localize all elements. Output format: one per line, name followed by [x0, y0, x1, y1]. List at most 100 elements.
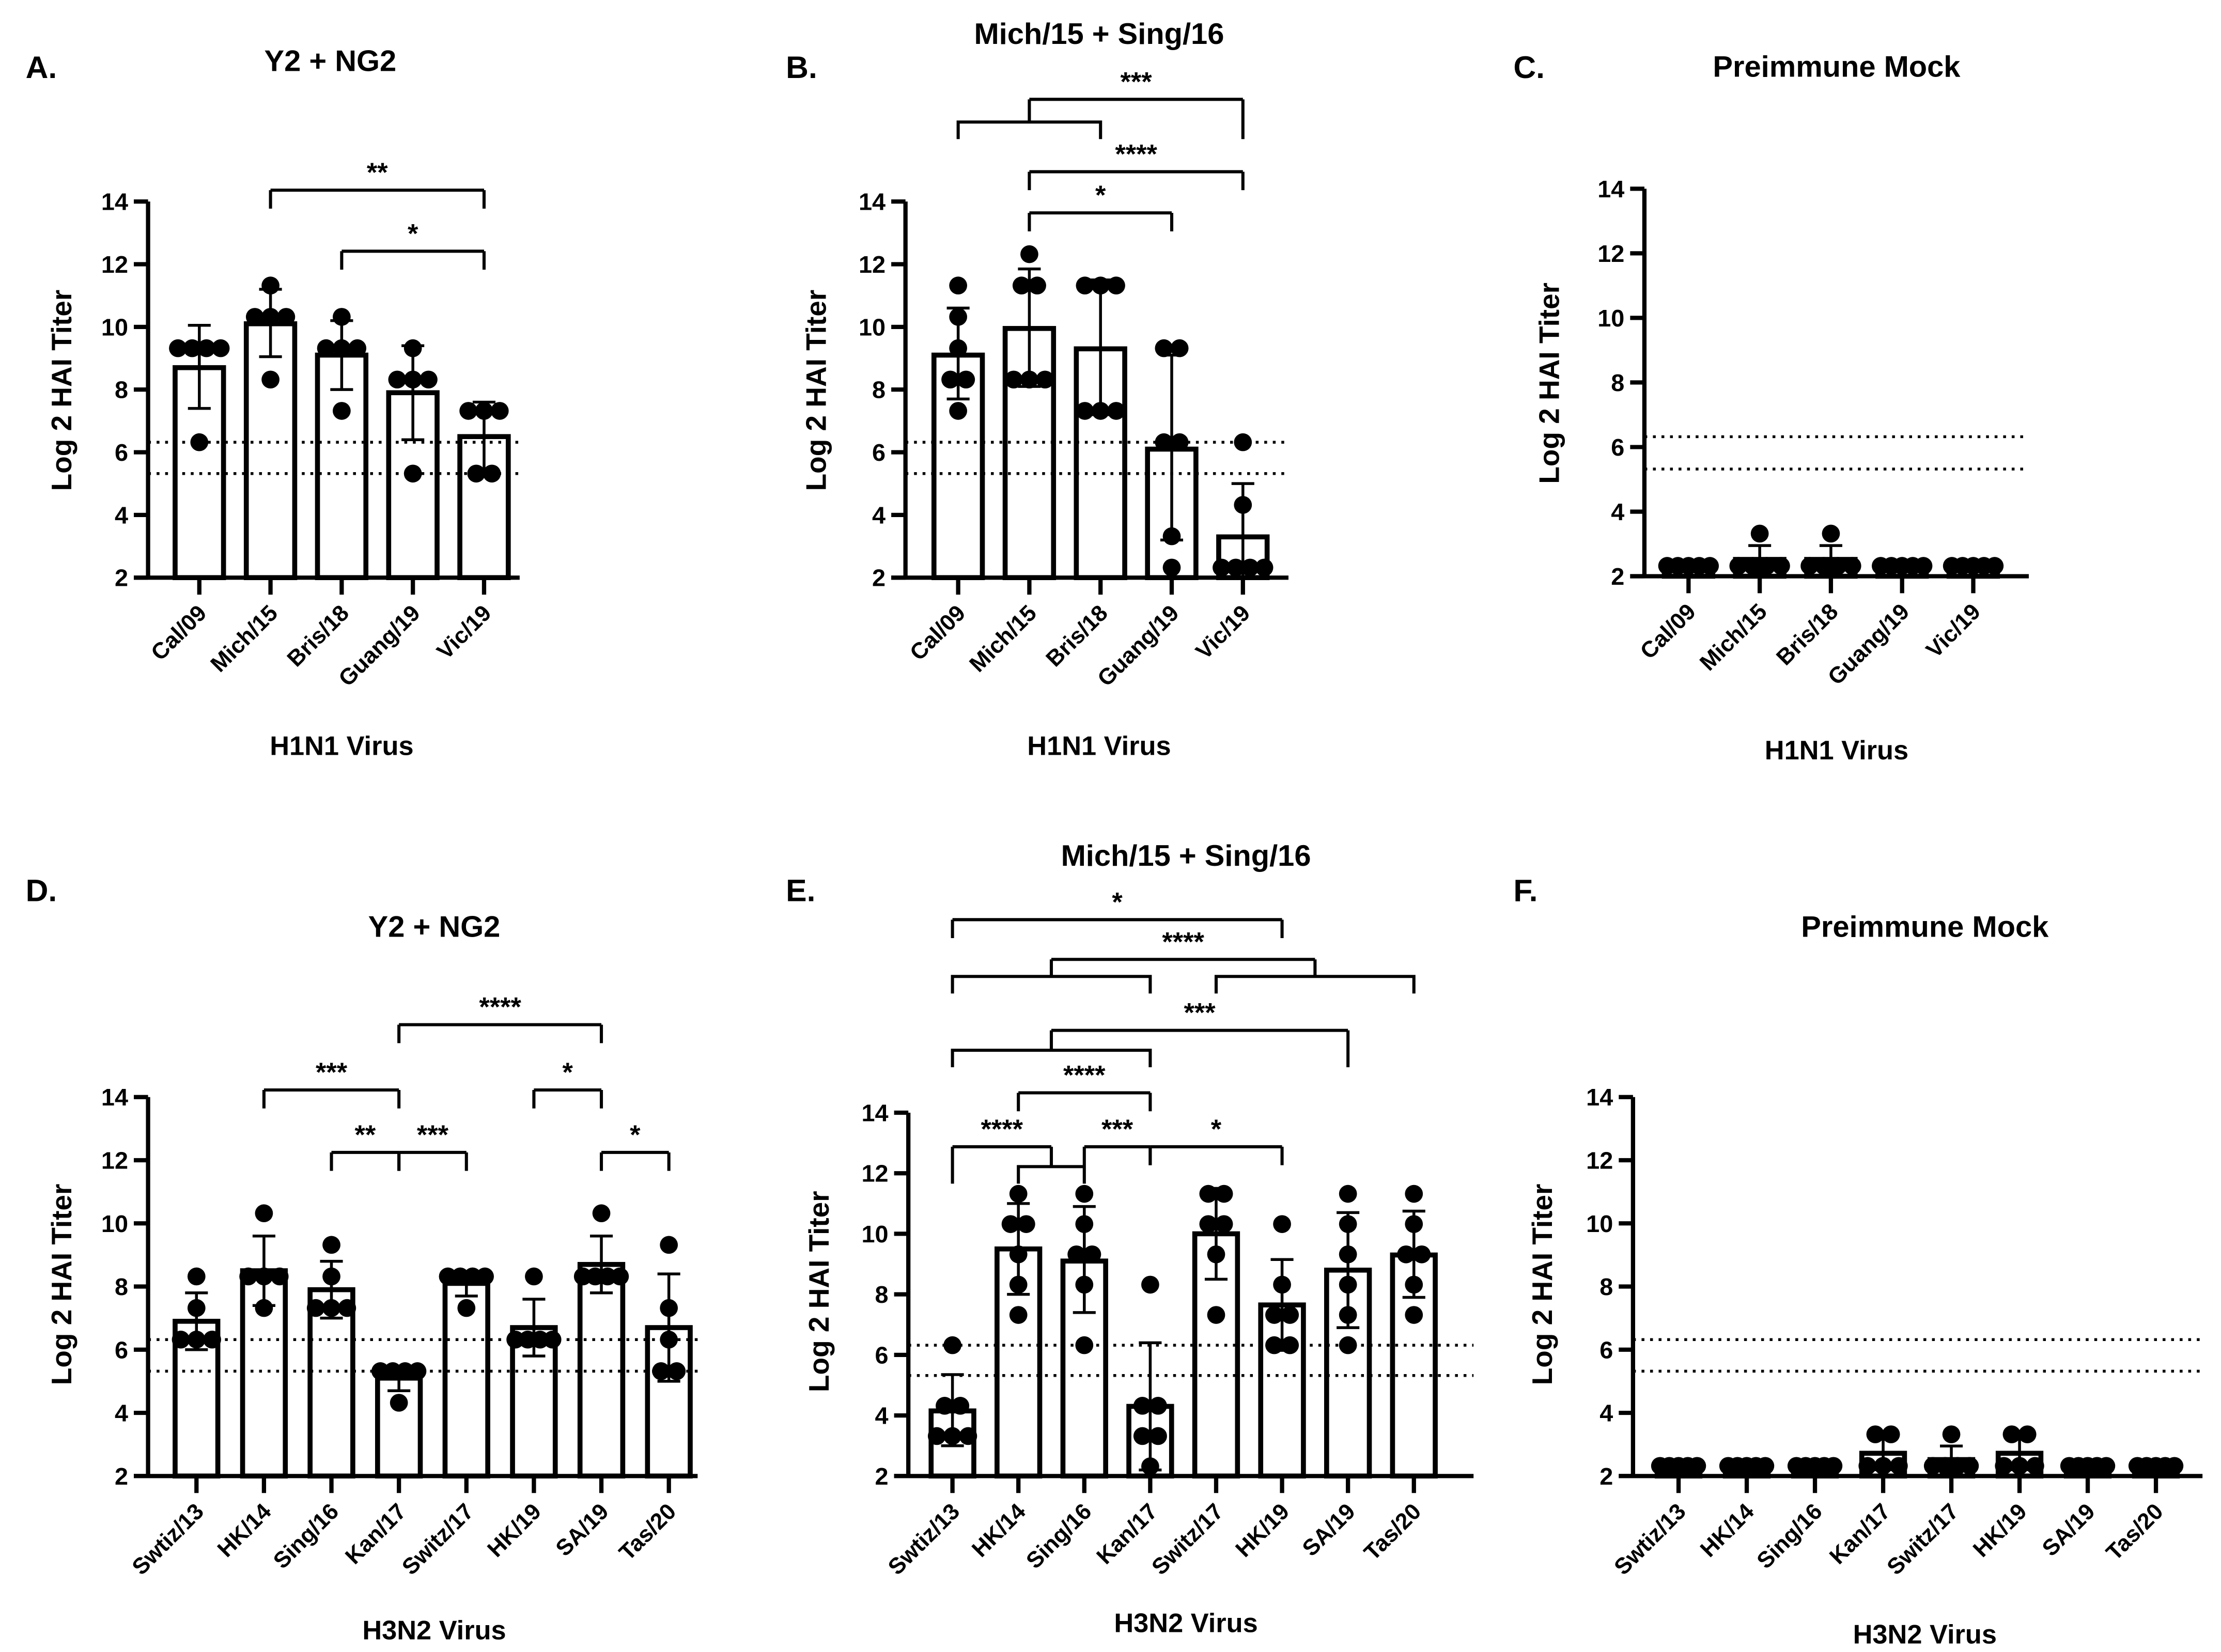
y-tick-label: 8: [875, 1281, 889, 1308]
panel-title: Mich/15 + Sing/16: [1061, 839, 1311, 872]
y-tick-label: 4: [872, 502, 886, 528]
panel-title: Y2 + NG2: [265, 44, 397, 77]
significance-bracket: ***: [951, 998, 1350, 1068]
category-label: SA/19: [2037, 1499, 2100, 1561]
data-point: [1412, 1245, 1431, 1264]
data-point: [333, 402, 351, 420]
y-tick-label: 2: [1599, 1463, 1613, 1490]
data-point: [1234, 496, 1252, 514]
panel-e: E. Mich/15 + Sing/16 Log 2 HAI Titer H3N2 V…: [786, 839, 1474, 1639]
data-point: [660, 1299, 678, 1317]
data-point: [1107, 402, 1125, 420]
panel-letter: D.: [26, 873, 57, 908]
data-point: [2097, 1457, 2116, 1475]
data-point: [611, 1267, 629, 1286]
data-point: [1866, 1425, 1885, 1443]
category-label: Switz/17: [397, 1499, 479, 1580]
y-tick-label: 2: [872, 565, 886, 591]
data-point: [1234, 433, 1252, 451]
y-tick-label: 4: [1599, 1400, 1613, 1427]
panel-title: Preimmune Mock: [1713, 50, 1961, 83]
data-point: [190, 433, 209, 451]
data-point: [390, 1394, 408, 1412]
data-point: [211, 339, 230, 357]
data-point: [927, 1427, 946, 1445]
data-point: [1213, 558, 1231, 577]
data-point: [1339, 1245, 1357, 1264]
data-point: [1199, 1215, 1218, 1233]
y-tick-label: 4: [115, 502, 128, 528]
data-point: [1036, 370, 1054, 389]
data-point: [261, 370, 279, 389]
category-label: HK/14: [967, 1499, 1031, 1562]
y-tick-label: 4: [875, 1402, 889, 1429]
category-label: Bris/18: [282, 600, 354, 672]
data-point: [420, 370, 438, 389]
data-point: [506, 1330, 524, 1349]
data-point: [1281, 1306, 1299, 1324]
y-tick-label: 10: [1586, 1210, 1613, 1237]
significance-label: *: [1095, 181, 1106, 211]
data-point: [949, 339, 967, 357]
data-point: [1133, 1397, 1152, 1415]
data-point: [383, 1362, 402, 1380]
significance-bracket: *: [532, 1058, 603, 1109]
data-point: [1009, 1185, 1028, 1203]
bracket-group: [1214, 975, 1416, 994]
data-point: [1067, 1245, 1085, 1264]
data-point: [172, 1330, 190, 1349]
y-tick-label: 10: [101, 314, 128, 340]
data-point: [239, 1267, 257, 1286]
data-point: [943, 1427, 961, 1445]
category-label: Cal/09: [905, 600, 971, 665]
data-point: [1133, 1427, 1152, 1445]
data-point: [255, 1267, 273, 1286]
significance-label: ***: [1121, 67, 1153, 97]
data-point: [197, 339, 215, 357]
data-point: [333, 339, 351, 357]
category-label: Sing/16: [1752, 1499, 1827, 1573]
significance-bracket: ****: [1017, 1061, 1152, 1112]
data-point: [525, 1267, 543, 1286]
data-point: [306, 1299, 325, 1317]
data-point: [1339, 1336, 1357, 1354]
data-point: [652, 1362, 670, 1380]
data-point: [1405, 1215, 1423, 1233]
data-point: [957, 370, 975, 389]
y-tick-label: 10: [1597, 305, 1624, 332]
data-point: [1942, 1425, 1961, 1443]
data-point: [660, 1236, 678, 1254]
data-point: [959, 1427, 977, 1445]
bar: [243, 321, 298, 581]
y-tick-label: 14: [101, 1084, 128, 1111]
data-point: [1017, 1215, 1035, 1233]
panel-c: C. Preimmune Mock Log 2 HAI Titer H1N1 Viru…: [1513, 50, 2029, 766]
x-axis-title: H1N1 Virus: [270, 731, 413, 761]
y-axis-title: Log 2 HAI Titer: [803, 1191, 835, 1392]
x-axis-title: H1N1 Virus: [1027, 731, 1171, 761]
significance-label: ***: [417, 1120, 449, 1150]
data-point: [490, 402, 509, 420]
y-tick-label: 8: [872, 377, 886, 403]
significance-label: ****: [479, 992, 521, 1022]
data-point: [255, 1299, 273, 1317]
y-axis-title: Log 2 HAI Titer: [1526, 1184, 1558, 1385]
data-point: [1009, 1245, 1028, 1264]
category-label: Swtiz/13: [883, 1499, 965, 1580]
y-tick-label: 6: [1599, 1336, 1613, 1363]
category-label: SA/19: [551, 1499, 613, 1561]
y-tick-label: 12: [1597, 240, 1624, 267]
data-point: [1075, 1275, 1094, 1294]
y-tick-label: 14: [861, 1100, 888, 1127]
data-point: [322, 1299, 340, 1317]
data-point: [1215, 1185, 1233, 1203]
data-point: [2010, 1457, 2029, 1475]
significance-label: ***: [1101, 1115, 1133, 1145]
category-label: Mich/15: [206, 600, 283, 677]
data-point: [408, 1362, 427, 1380]
data-point: [1170, 433, 1189, 451]
data-point: [476, 1267, 494, 1286]
data-point: [183, 339, 201, 357]
bracket-group: [1017, 1165, 1086, 1184]
